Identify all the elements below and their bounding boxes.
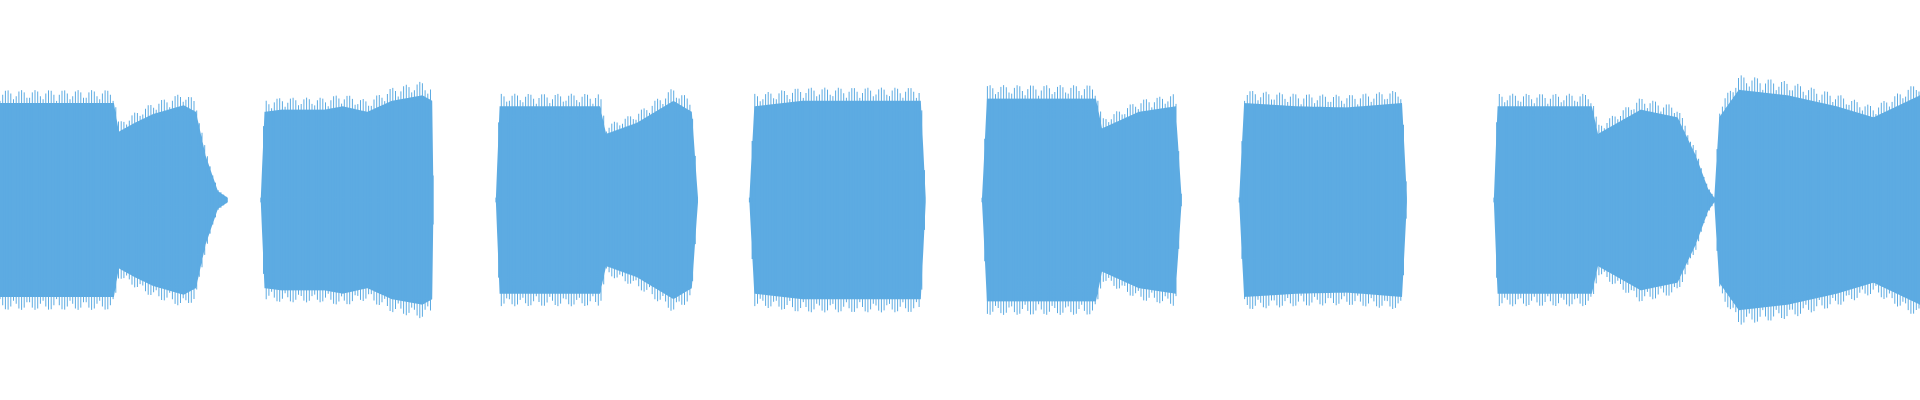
waveform-peaks [1493, 93, 1713, 307]
audio-clip [1493, 93, 1715, 307]
waveform-peaks [495, 89, 696, 311]
waveform-peaks [1713, 75, 1920, 325]
audio-clip [748, 87, 926, 313]
waveform-peaks [260, 81, 434, 319]
waveform-peaks [981, 85, 1182, 315]
audio-clip [1713, 75, 1920, 325]
audio-clip [1238, 91, 1407, 309]
waveform-peaks [0, 90, 227, 310]
audio-clip [260, 81, 434, 319]
waveform-peaks [748, 87, 925, 313]
audio-clip [495, 89, 698, 311]
waveform-body [495, 100, 698, 300]
audio-clip [981, 85, 1182, 315]
waveform-peaks [1238, 91, 1407, 309]
audio-clip [0, 90, 228, 310]
